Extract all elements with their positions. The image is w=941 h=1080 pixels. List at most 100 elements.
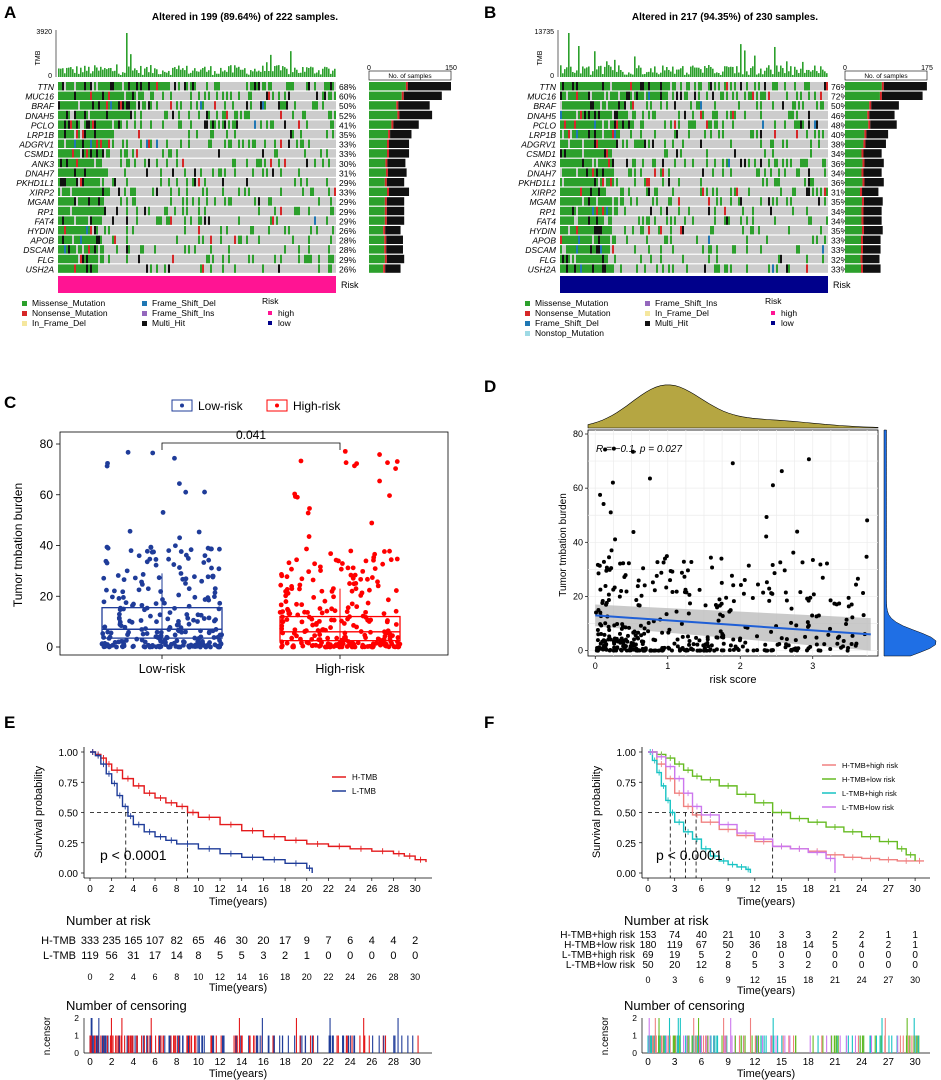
oncoplot-a-cell — [130, 187, 132, 196]
oncoplot-b-cell — [808, 110, 810, 120]
oncoplot-b-cell — [714, 101, 716, 110]
oncoplot-b-cell — [566, 130, 568, 139]
box-point — [328, 625, 333, 630]
oncoplot-a-cell — [84, 130, 86, 139]
oncoplot-a-cell — [64, 187, 66, 196]
km-e-y-tick-label: 0.50 — [59, 809, 79, 820]
scatter-point — [631, 530, 636, 535]
oncoplot-a-cell — [66, 187, 68, 196]
km-e-risk-count: 9 — [304, 935, 310, 947]
oncoplot-b-cell — [810, 139, 812, 148]
oncoplot-b-cell — [658, 91, 660, 100]
oncoplot-b-cell — [598, 149, 600, 158]
oncoplot-a-cell — [82, 235, 84, 244]
box-point — [305, 610, 310, 615]
oncoplot-b-cell — [564, 158, 566, 168]
km-e-censor-x-label: Time(years) — [209, 1068, 267, 1080]
oncoplot-a-cell — [174, 82, 176, 91]
oncoplot-b-cell — [618, 101, 620, 110]
oncoplot-b-cell — [572, 149, 574, 158]
scatter-point — [719, 580, 724, 585]
oncoplot-a-tmb-bar — [170, 74, 172, 77]
oncoplot-b-cell — [594, 226, 596, 235]
km-e-risk-count: 5 — [217, 950, 223, 962]
oncoplot-b-cell — [698, 91, 700, 100]
oncoplot-b-cell — [598, 101, 600, 110]
oncoplot-a-cell — [256, 82, 258, 91]
oncoplot-b-cell — [630, 168, 632, 177]
oncoplot-a-bar-axis-min: 0 — [367, 65, 371, 72]
box-point — [297, 586, 302, 592]
oncoplot-a-cell — [136, 206, 138, 216]
oncoplot-a-cell — [94, 120, 96, 129]
oncoplot-b-risk-bar — [560, 276, 828, 293]
oncoplot-b-cell — [776, 158, 778, 168]
box-point — [352, 644, 358, 650]
oncoplot-b-cell — [588, 149, 590, 158]
oncoplot-b-legend-swatch — [525, 311, 530, 316]
oncoplot-b-cell — [590, 139, 592, 148]
oncoplot-a-tmb-bar — [288, 74, 290, 77]
oncoplot-b-cell — [792, 101, 794, 110]
scatter-point — [805, 596, 810, 601]
scatter-point — [619, 588, 624, 593]
oncoplot-b-cell — [680, 149, 682, 158]
oncoplot-b-cell — [566, 168, 568, 177]
oncoplot-b-sample-bar-multi — [871, 101, 899, 110]
oncoplot-b-cell — [818, 139, 820, 148]
oncoplot-b-tmb-bar — [766, 67, 768, 77]
oncoplot-a-cell — [98, 187, 100, 196]
oncoplot-b-cell — [566, 158, 568, 168]
oncoplot-a-cell — [68, 91, 70, 100]
scatter-point — [603, 584, 608, 589]
oncoplot-b-cell — [710, 226, 712, 235]
oncoplot-a-cell — [86, 216, 88, 225]
oncoplot-b-cell — [602, 139, 604, 148]
oncoplot-b-cell — [658, 82, 660, 91]
oncoplot-b-cell — [634, 178, 636, 187]
oncoplot-a-gene-percent: 29% — [339, 178, 356, 188]
oncoplot-a-tmb-bar — [228, 66, 230, 77]
oncoplot-b-cell — [804, 158, 806, 168]
oncoplot-a-cell — [168, 178, 170, 187]
oncoplot-a-cell — [116, 82, 118, 91]
oncoplot-b-gene-label: DSCAM — [525, 245, 557, 255]
oncoplot-a-cell — [180, 101, 182, 110]
oncoplot-b-cell — [568, 91, 570, 100]
box-point — [205, 574, 211, 580]
box-point — [118, 623, 124, 629]
oncoplot-a-cell — [84, 178, 86, 187]
oncoplot-a-sample-bar-nonsense — [401, 91, 404, 100]
oncoplot-b-cell — [584, 168, 586, 177]
oncoplot-b-gene-percent: 48% — [831, 120, 848, 130]
oncoplot-a-tmb-bar — [230, 65, 232, 77]
oncoplot-a-row-bg — [58, 245, 336, 254]
scatter-point — [611, 587, 616, 592]
oncoplot-a-cell — [330, 91, 332, 100]
oncoplot-a-cell — [284, 101, 286, 110]
oncoplot-a-sample-bar-missense — [369, 235, 385, 244]
oncoplot-a-cell — [306, 178, 308, 187]
oncoplot-a-cell — [262, 149, 264, 158]
scatter-y-label: Tumor tmbation burden — [558, 493, 569, 597]
oncoplot-b-cell — [706, 91, 708, 100]
oncoplot-a-legend-label: Missense_Mutation — [32, 298, 106, 308]
oncoplot-a-cell — [310, 226, 312, 235]
box-point — [144, 548, 150, 554]
oncoplot-b-cell — [720, 91, 722, 100]
oncoplot-a-cell — [152, 82, 154, 91]
oncoplot-b-cell — [808, 178, 810, 187]
oncoplot-b-tmb-bar — [806, 69, 808, 77]
oncoplot-a-gene-percent: 33% — [339, 188, 356, 198]
box-point — [381, 611, 387, 617]
oncoplot-a-cell — [80, 168, 82, 177]
oncoplot-a-cell — [58, 158, 60, 168]
oncoplot-a-cell — [70, 216, 72, 225]
oncoplot-b-cell — [650, 254, 652, 264]
oncoplot-b-cell — [656, 91, 658, 100]
oncoplot-a-sample-bar-missense — [369, 158, 386, 168]
oncoplot-b-cell — [752, 216, 754, 225]
box-point — [351, 623, 356, 628]
oncoplot-b-cell — [734, 187, 736, 196]
oncoplot-b-tmb-bar — [564, 69, 566, 77]
